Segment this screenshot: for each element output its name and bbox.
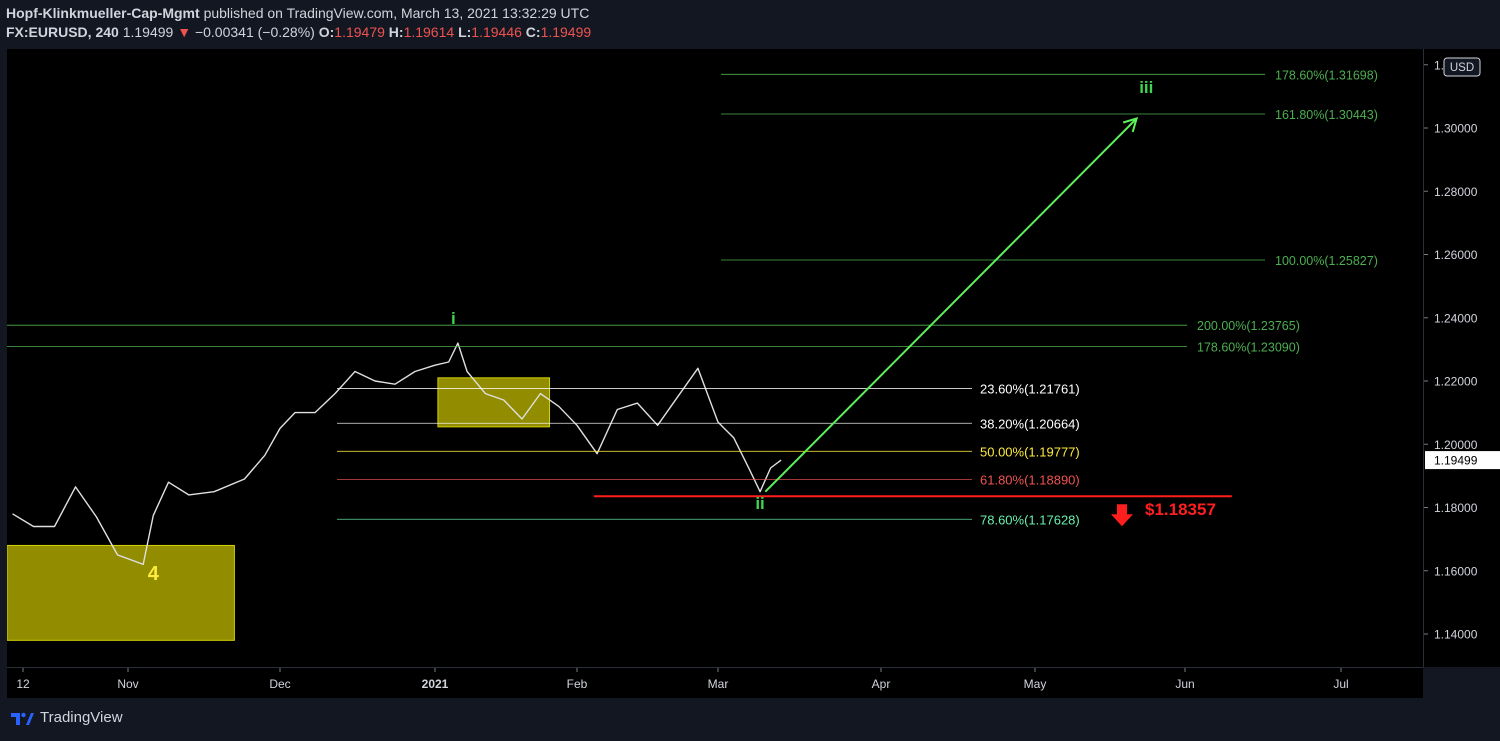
support-price-label: $1.18357 (1145, 500, 1216, 519)
fib-retracement-label-4: 78.60%(1.17628) (980, 512, 1080, 527)
price-tick-label-7: 1.28000 (1434, 185, 1478, 199)
price-tick-label-6: 1.26000 (1434, 248, 1478, 262)
tradingview-logo-icon (11, 712, 34, 725)
change-value: −0.00341 (−0.28%) (194, 24, 315, 40)
symbol-info: FX:EURUSD, 240 1.19499 ▼ −0.00341 (−0.28… (6, 24, 591, 40)
close-value: 1.19499 (540, 24, 592, 40)
wave-label-0: i (451, 309, 456, 328)
price-tick-label-5: 1.24000 (1434, 311, 1478, 325)
time-tick-label-0: 12 (16, 677, 30, 691)
time-tick-label-1: Nov (117, 677, 138, 691)
current-price-badge (1425, 451, 1500, 470)
wave-label-3: 4 (148, 563, 160, 585)
low-value: 1.19446 (471, 24, 522, 40)
price-tick-label-4: 1.22000 (1434, 375, 1478, 389)
fib-ext-wave1-label-0: 200.00%(1.23765) (1197, 319, 1300, 333)
close-label: C: (525, 24, 541, 40)
price-axis-svg: 1.14000 1.16000 1.18000 1.20000 1.22000 1.240… (1424, 57, 1500, 642)
fib-retracement-label-3: 61.80%(1.18890) (980, 472, 1080, 487)
change-down-icon: ▼ (177, 24, 192, 40)
time-axis-svg: 12 Nov Dec 2021 Feb Mar Apr May Jun Jul (16, 668, 1349, 691)
tradingview-label: TradingView (40, 709, 123, 726)
chart-header: Hopf-Klinkmueller-Cap-Mgmt published on … (0, 0, 1500, 48)
time-tick-label-4: Feb (567, 677, 588, 691)
price-tick-label-3: 1.20000 (1434, 438, 1478, 452)
low-label: L: (458, 24, 472, 40)
down-arrow-icon (1111, 504, 1133, 527)
time-tick-label-2: Dec (269, 677, 290, 691)
fib-ext-target-label-2: 100.00%(1.25827) (1275, 254, 1378, 268)
publisher-name[interactable]: Hopf-Klinkmueller-Cap-Mgmt (6, 5, 200, 21)
price-tick-label-8: 1.30000 (1434, 122, 1478, 136)
published-text: published on TradingView.com, March 13, … (203, 5, 590, 21)
time-tick-label-8: Jun (1175, 677, 1194, 691)
fib-retracement-label-0: 23.60%(1.21761) (980, 382, 1080, 397)
consolidation-zone-0 (6, 544, 235, 641)
high-label: H: (388, 24, 404, 40)
current-price-label: 1.19499 (1434, 454, 1478, 468)
projection-arrow-head-icon (1122, 117, 1139, 133)
consolidation-zone-1 (437, 377, 551, 428)
tradingview-brand[interactable]: TradingView (10, 709, 123, 726)
high-value: 1.19614 (403, 24, 455, 40)
symbol-label[interactable]: FX:EURUSD, 240 (6, 24, 119, 40)
publish-info: Hopf-Klinkmueller-Cap-Mgmt published on … (6, 5, 589, 21)
fib-ext-wave1-label-1: 178.60%(1.23090) (1197, 341, 1300, 355)
price-axis[interactable]: 1.14000 1.16000 1.18000 1.20000 1.22000 1.240… (1423, 49, 1500, 667)
price-chart-svg[interactable]: 23.60%(1.21761) 38.20%(1.20664) 50.00%(1.1… (6, 49, 1423, 667)
fib-retracement-label-1: 38.20%(1.20664) (980, 416, 1080, 431)
last-price: 1.19499 (122, 24, 174, 40)
price-line (12, 342, 782, 566)
price-tick-label-2: 1.18000 (1434, 501, 1478, 515)
time-tick-label-9: Jul (1333, 677, 1348, 691)
currency-badge (1443, 57, 1481, 77)
fib-retracement-label-2: 50.00%(1.19777) (980, 444, 1080, 459)
footer: TradingView (0, 698, 1500, 741)
chart-plot-area[interactable]: 23.60%(1.21761) 38.20%(1.20664) 50.00%(1.1… (6, 49, 1423, 667)
open-label: O: (318, 24, 335, 40)
currency-badge-label: USD (1450, 62, 1474, 74)
price-tick-label-1: 1.16000 (1434, 564, 1478, 578)
time-axis[interactable]: 12 Nov Dec 2021 Feb Mar Apr May Jun Jul (7, 667, 1423, 699)
time-tick-label-5: Mar (708, 677, 729, 691)
wave-label-1: ii (755, 494, 764, 513)
time-tick-label-7: May (1024, 677, 1047, 691)
time-tick-label-6: Apr (872, 677, 891, 691)
projection-arrow-line (764, 117, 1138, 493)
wave-label-2: iii (1139, 78, 1153, 97)
open-value: 1.19479 (334, 24, 385, 40)
fib-ext-target-label-0: 178.60%(1.31698) (1275, 68, 1378, 82)
fib-ext-target-label-1: 161.80%(1.30443) (1275, 108, 1378, 122)
price-tick-label-0: 1.14000 (1434, 628, 1478, 642)
time-tick-label-3: 2021 (422, 677, 449, 691)
